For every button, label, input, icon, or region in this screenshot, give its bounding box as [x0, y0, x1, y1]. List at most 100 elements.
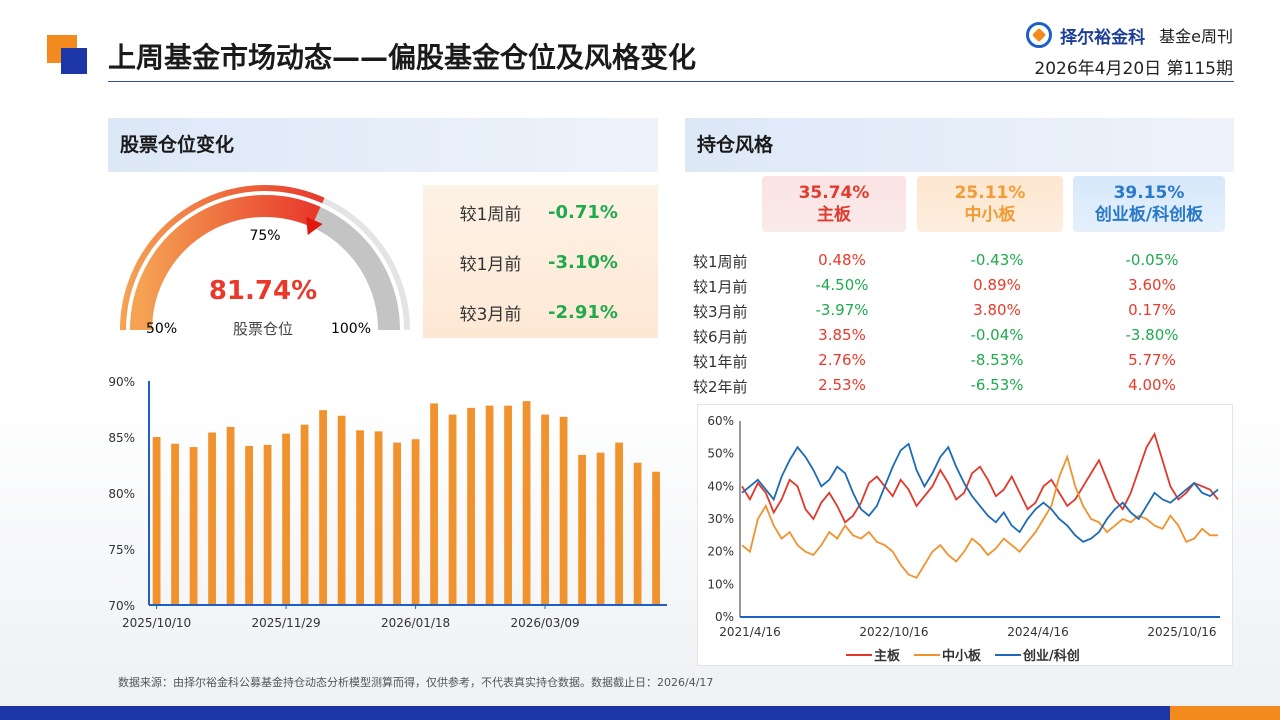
style-card-main-board: 35.74% 主板: [762, 176, 906, 232]
bar: [152, 437, 161, 605]
footer-accent: [1170, 706, 1280, 720]
y-tick-label: 40%: [707, 479, 734, 493]
bar: [596, 452, 605, 605]
y-tick-label: 80%: [108, 487, 135, 501]
bar: [615, 442, 623, 605]
row-value: -0.05%: [1125, 251, 1179, 269]
x-tick-label: 2026/01/18: [381, 616, 450, 630]
bar: [504, 405, 512, 605]
row-label: 较2年前: [693, 378, 748, 396]
card-label: 创业板/科创板: [1094, 205, 1204, 225]
change-row: 较1周前 -0.71%: [423, 187, 658, 237]
y-tick-label: 85%: [108, 431, 135, 445]
row-value: 3.85%: [818, 326, 866, 344]
series-line: [741, 454, 1218, 579]
gauge-value: 81.74%: [208, 276, 318, 306]
bar: [245, 445, 253, 605]
card-label: 中小板: [964, 205, 1016, 225]
row-label: 较3月前: [693, 303, 748, 321]
bar: [559, 416, 568, 605]
bar: [467, 407, 475, 605]
bar: [633, 462, 642, 605]
row-label: 较1周前: [693, 253, 748, 271]
change-label: 较3月前: [459, 304, 522, 325]
x-tick-label: 2024/4/16: [1007, 625, 1069, 639]
row-value: 0.48%: [818, 251, 866, 269]
card-value: 39.15%: [1113, 183, 1185, 203]
brand-sub: 基金e周刊: [1159, 27, 1233, 46]
bar: [652, 471, 660, 605]
style-table-row: 较3月前 -3.97% 3.80% 0.17%: [690, 298, 1235, 323]
position-change-box: 较1周前 -0.71% 较1月前 -3.10% 较3月前 -2.91%: [423, 185, 658, 338]
legend-label: 创业/科创: [1022, 648, 1080, 664]
change-label: 较1月前: [459, 254, 522, 275]
style-card-growth-board: 39.15% 创业板/科创板: [1073, 176, 1225, 232]
bar: [430, 403, 438, 605]
card-value: 35.74%: [798, 183, 870, 203]
style-table-row: 较1月前 -4.50% 0.89% 3.60%: [690, 273, 1235, 298]
style-table-row: 较2年前 2.53% -6.53% 4.00%: [690, 373, 1235, 398]
footer-bar: [0, 706, 1280, 720]
x-tick-label: 2021/4/16: [719, 625, 781, 639]
data-source-note: 数据来源：由择尔裕金科公募基金持仓动态分析模型测算而得，仅供参考，不代表真实持仓…: [118, 676, 714, 689]
change-label: 较1周前: [459, 204, 522, 225]
bar: [208, 432, 216, 605]
change-value: -2.91%: [548, 301, 618, 323]
brand-logo-icon: [1026, 22, 1053, 48]
row-value: -6.53%: [970, 376, 1024, 394]
row-value: 3.60%: [1128, 276, 1176, 294]
bar: [393, 442, 401, 605]
y-tick-label: 70%: [108, 599, 135, 613]
row-value: -3.97%: [815, 301, 869, 319]
row-label: 较1月前: [693, 278, 748, 296]
gauge-min-label: 50%: [146, 321, 177, 337]
issue-date: 2026年4月20日 第115期: [1034, 59, 1233, 79]
section-header-position: 股票仓位变化: [108, 118, 658, 172]
row-value: 2.76%: [818, 351, 866, 369]
series-line: [741, 431, 1219, 524]
gauge-outer-value: [120, 185, 325, 331]
style-table-row: 较1周前 0.48% -0.43% -0.05%: [690, 248, 1235, 273]
page-title: 上周基金市场动态——偏股基金仓位及风格变化: [108, 41, 697, 74]
y-tick-label: 60%: [707, 414, 734, 428]
position-bar-chart: 70% 75% 80% 85% 90% 2025/10/10 2025/11/29 2026/…: [100, 365, 675, 635]
y-tick-label: 75%: [108, 543, 135, 557]
change-row: 较3月前 -2.91%: [423, 287, 658, 337]
row-value: -4.50%: [815, 276, 869, 294]
card-label: 主板: [817, 205, 851, 225]
y-tick-label: 10%: [707, 577, 734, 591]
bar: [411, 439, 420, 605]
bar: [485, 405, 494, 605]
x-tick-label: 2025/11/29: [251, 616, 320, 630]
legend-label: 中小板: [942, 648, 982, 664]
gauge-svg: 50% 75% 100%: [120, 185, 410, 337]
row-value: 2.53%: [818, 376, 866, 394]
bar: [356, 430, 364, 605]
row-value: -0.43%: [970, 251, 1024, 269]
row-value: 5.77%: [1128, 351, 1176, 369]
bar: [578, 454, 586, 605]
line-chart-svg: 0% 10% 20% 30% 40% 50% 60% 2021/4/16 2022/10/16 2…: [707, 414, 1220, 664]
x-tick-label: 2025/10/10: [122, 616, 191, 630]
style-card-sme-board: 25.11% 中小板: [917, 176, 1063, 232]
row-value: 3.80%: [973, 301, 1021, 319]
gauge-label: 股票仓位: [232, 320, 293, 338]
row-value: -8.53%: [970, 351, 1024, 369]
bar: [522, 401, 531, 605]
row-value: 0.89%: [973, 276, 1021, 294]
style-change-table: 较1周前 0.48% -0.43% -0.05% 较1月前 -4.50% 0.89% 3.60…: [690, 248, 1235, 398]
series-line: [741, 442, 1219, 543]
style-line-chart: 0% 10% 20% 30% 40% 50% 60% 2021/4/16 2022/10/16 2…: [697, 404, 1233, 666]
card-value: 25.11%: [954, 183, 1026, 203]
gauge-mid-label: 75%: [249, 228, 280, 244]
row-label: 较6月前: [693, 328, 748, 346]
bar: [319, 410, 327, 605]
bar-chart-svg: 70% 75% 80% 85% 90% 2025/10/10 2025/11/29 2026/…: [108, 375, 667, 630]
y-tick-label: 0%: [715, 610, 734, 624]
style-table-row: 较1年前 2.76% -8.53% 5.77%: [690, 348, 1235, 373]
gauge-inner-track: [130, 195, 400, 331]
change-row: 较1月前 -3.10%: [423, 237, 658, 287]
bar: [171, 443, 179, 605]
row-value: -3.80%: [1125, 326, 1179, 344]
logo-square-blue: [61, 48, 87, 74]
